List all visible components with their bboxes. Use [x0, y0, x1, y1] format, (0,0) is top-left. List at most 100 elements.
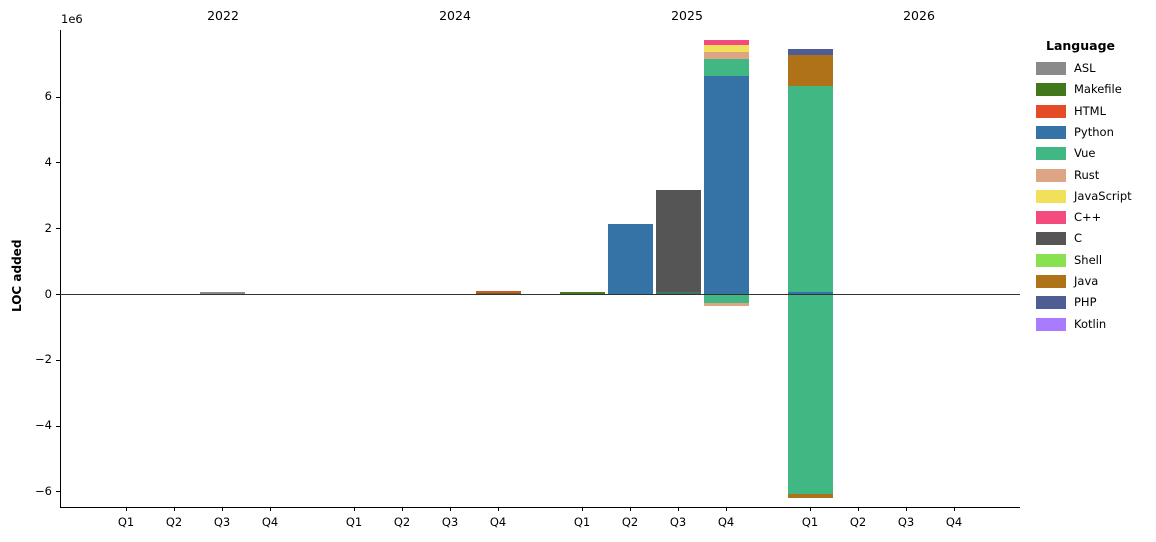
legend-swatch-javascript: [1036, 189, 1066, 203]
x-tick-label: Q1: [117, 515, 135, 529]
x-tick-label: Q2: [849, 515, 867, 529]
bar-segment-makefile: [475, 293, 521, 295]
x-tick-mark: [678, 507, 679, 511]
legend-swatch-makefile: [1036, 83, 1066, 97]
y-tick-mark: [56, 294, 60, 295]
x-tick-label: Q4: [489, 515, 507, 529]
y-tick-label: 0: [44, 286, 52, 301]
bar-segment-rust: [703, 302, 749, 307]
bar-segment-javascript: [703, 44, 749, 52]
bar-segment-html: [475, 291, 521, 293]
legend-swatch-vue: [1036, 147, 1066, 161]
x-tick-label: Q1: [345, 515, 363, 529]
y-axis-offset-text: 1e6: [61, 12, 83, 26]
legend-label-python: Python: [1074, 124, 1114, 139]
legend-swatch-rust: [1036, 168, 1066, 182]
bar-segment-c++: [703, 40, 749, 45]
legend-swatch-java: [1036, 275, 1066, 288]
y-axis-title: LOC added: [10, 239, 24, 312]
legend-swatch-python: [1036, 125, 1066, 139]
bar-segment-makefile: [655, 293, 701, 295]
y-tick-label: 2: [44, 220, 52, 235]
x-tick-label: Q4: [945, 515, 963, 529]
x-tick-label: Q3: [669, 515, 687, 529]
legend-label-c: C: [1074, 231, 1083, 246]
bar-segment-asl: [199, 291, 245, 294]
x-tick-label: Q3: [897, 515, 915, 529]
legend-swatch-c++: [1036, 211, 1066, 225]
x-tick-label: Q1: [801, 515, 819, 529]
y-tick-label: −6: [35, 483, 52, 498]
left-spine: [60, 30, 61, 508]
bar-segment-python: [787, 292, 833, 294]
bar-segment-vue: [703, 59, 749, 76]
legend-label-kotlin: Kotlin: [1074, 316, 1107, 331]
x-tick-mark: [498, 507, 499, 511]
legend-label-rust: Rust: [1074, 167, 1100, 182]
bar-segment-makefile: [559, 292, 605, 294]
legend-label-asl: ASL: [1074, 61, 1096, 75]
x-tick-label: Q3: [441, 515, 459, 529]
legend-label-html: HTML: [1074, 103, 1107, 118]
x-tick-mark: [858, 507, 859, 511]
x-tick-mark: [222, 507, 223, 511]
legend-swatch-html: [1036, 104, 1066, 118]
bar-segment-python: [607, 223, 653, 294]
y-tick-label: 6: [44, 89, 52, 104]
y-tick-mark: [56, 425, 60, 427]
y-tick-mark: [56, 491, 60, 493]
legend-label-c++: C++: [1074, 210, 1102, 225]
x-tick-mark: [402, 507, 403, 511]
year-label: 2024: [439, 8, 471, 23]
legend-label-php: PHP: [1074, 295, 1097, 310]
x-tick-mark: [450, 507, 451, 511]
year-label: 2026: [903, 8, 935, 23]
bar-segment-vue: [787, 295, 833, 495]
x-tick-mark: [726, 507, 727, 511]
bar-segment-vue: [787, 86, 833, 293]
x-tick-label: Q2: [621, 515, 639, 529]
x-tick-mark: [954, 507, 955, 511]
x-tick-mark: [582, 507, 583, 511]
x-tick-label: Q3: [213, 515, 231, 529]
x-tick-label: Q2: [165, 515, 183, 529]
x-tick-mark: [354, 507, 355, 511]
bar-segment-java: [787, 494, 833, 498]
legend-label-javascript: JavaScript: [1074, 188, 1132, 203]
legend-label-makefile: Makefile: [1074, 82, 1122, 97]
legend-swatch-kotlin: [1036, 317, 1066, 331]
bottom-spine: [60, 507, 1020, 508]
bar-segment-java: [787, 55, 833, 87]
legend-swatch-asl: [1036, 62, 1066, 75]
x-tick-mark: [174, 507, 175, 511]
legend-label-vue: Vue: [1074, 146, 1096, 161]
year-label: 2025: [671, 8, 703, 23]
bar-segment-rust: [703, 51, 749, 60]
bar-segment-php: [787, 49, 833, 56]
y-tick-mark: [56, 162, 60, 164]
x-tick-mark: [270, 507, 271, 511]
zero-baseline: [60, 294, 1020, 295]
bar-segment-python: [655, 291, 701, 293]
legend-label-shell: Shell: [1074, 252, 1103, 267]
x-tick-mark: [810, 507, 811, 511]
bar-segment-c: [655, 190, 701, 292]
legend-swatch-c: [1036, 232, 1066, 246]
y-tick-mark: [56, 228, 60, 230]
bar-segment-python: [703, 75, 749, 294]
legend-title: Language: [1046, 38, 1116, 53]
x-tick-label: Q4: [261, 515, 279, 529]
legend-swatch-shell: [1036, 253, 1066, 267]
y-tick-label: −4: [35, 418, 52, 433]
bar-segment-vue: [703, 295, 749, 303]
x-tick-mark: [126, 507, 127, 511]
x-tick-mark: [630, 507, 631, 511]
y-tick-label: 4: [44, 154, 52, 169]
legend-label-java: Java: [1074, 274, 1099, 288]
legend-swatch-php: [1036, 296, 1066, 310]
x-tick-mark: [906, 507, 907, 511]
y-tick-mark: [56, 359, 60, 361]
y-tick-label: −2: [35, 352, 52, 367]
x-tick-label: Q1: [573, 515, 591, 529]
